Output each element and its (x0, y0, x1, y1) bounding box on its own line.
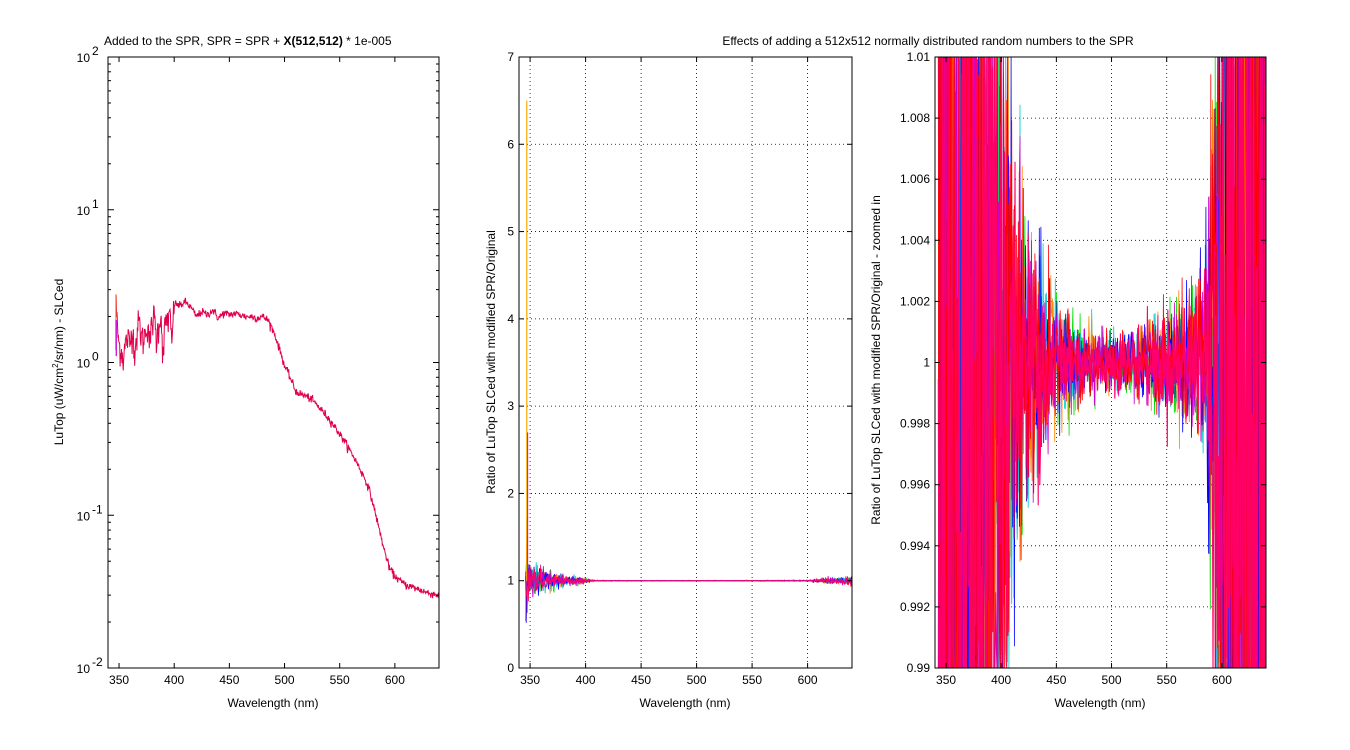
y-tick-label: 0.99 (907, 661, 931, 675)
ratio-series-line (525, 564, 853, 622)
panel-ratio-zoomed: 350 400 450 500 550 600 0.99 0.992 0.994 0.996 0.9… (869, 50, 1267, 710)
y-tick-label: 4 (507, 312, 514, 326)
y-tick-label: 10 (77, 204, 91, 218)
x-tick-label: 450 (1046, 673, 1066, 687)
x-tick-label: 500 (275, 673, 295, 687)
y-tick-base: 10 (77, 204, 91, 218)
x-tick-label: 450 (219, 673, 239, 687)
y-tick-exponent: 1 (92, 197, 99, 211)
y-tick-label: 10 (77, 662, 91, 676)
left-title-pre: Added to the SPR, SPR = SPR + (104, 34, 283, 48)
panel-ratio-xlabel: Wavelength (nm) (640, 696, 731, 710)
x-tick-label: 550 (330, 673, 350, 687)
x-tick-label: 350 (936, 673, 956, 687)
y-tick-label: 1.002 (900, 294, 930, 308)
panel-spectrum-series (115, 294, 439, 599)
y-tick-base: 10 (77, 509, 91, 523)
panel-spectrum-ylabel-sup: 2 (51, 363, 60, 368)
panel-ratio-ylabel: Ratio of LuTop SLCed with modified SPR/O… (484, 230, 498, 493)
y-tick-label: 10 (77, 509, 91, 523)
y-tick-label: 0.998 (900, 417, 930, 431)
y-tick-label: 1.006 (900, 172, 930, 186)
y-tick-exponent: -1 (92, 502, 103, 516)
y-tick-label: 1.004 (900, 233, 930, 247)
x-tick-label: 350 (520, 673, 540, 687)
x-tick-label: 550 (1157, 673, 1177, 687)
left-title-bold: X(512,512) (283, 34, 342, 48)
left-title: Added to the SPR, SPR = SPR + X(512,512)… (104, 34, 392, 48)
x-tick-label: 500 (1102, 673, 1122, 687)
y-tick-label: 7 (507, 50, 514, 64)
x-tick-label: 450 (631, 673, 651, 687)
x-tick-label: 400 (576, 673, 596, 687)
y-tick-label: 10 (77, 357, 91, 371)
y-tick-label: 1.01 (907, 50, 931, 64)
x-tick-label: 600 (385, 673, 405, 687)
panel-ratio-series (525, 100, 853, 623)
y-tick-base: 10 (77, 51, 91, 65)
x-tick-label: 550 (742, 673, 762, 687)
zoomed-ratio-series-line (937, 56, 1266, 669)
panel-ratio-zoomed-ylabel: Ratio of LuTop SLCed with modified SPR/O… (869, 195, 883, 525)
y-tick-label: 0.992 (900, 600, 930, 614)
x-tick-label: 350 (109, 673, 129, 687)
x-tick-label: 600 (1212, 673, 1232, 687)
panel-ratio-grid (519, 56, 852, 669)
panel-spectrum-xlabel: Wavelength (nm) (228, 696, 319, 710)
panel-ratio-frame (518, 56, 853, 669)
y-tick-label: 0.996 (900, 478, 930, 492)
y-tick-exponent: -2 (92, 655, 103, 669)
y-tick-label: 5 (507, 225, 514, 239)
panel-ratio: 350 400 450 500 550 600 0 1 2 3 4 5 6 7 Wavelength (n… (484, 50, 853, 710)
panel-ratio-zoomed-ticks: 350 400 450 500 550 600 0.99 0.992 0.994 0.996 0.9… (900, 50, 1266, 687)
y-tick-label: 0 (507, 661, 514, 675)
y-tick-label: 10 (77, 51, 91, 65)
y-tick-label: 1 (923, 356, 930, 370)
panel-spectrum-ylabel-pre: LuTop (uW/cm (52, 368, 66, 445)
y-tick-label: 0.994 (900, 539, 930, 553)
y-tick-exponent: 0 (92, 350, 99, 364)
right-title: Effects of adding a 512x512 normally dis… (722, 34, 1134, 48)
y-tick-base: 10 (77, 662, 91, 676)
panel-spectrum-ylabel-post: /sr/nm) - SLCed (52, 279, 66, 364)
spectrum-series-line (115, 294, 439, 599)
x-tick-label: 400 (991, 673, 1011, 687)
y-tick-base: 10 (77, 357, 91, 371)
panel-ratio-ticks: 350 400 450 500 550 600 0 1 2 3 4 5 6 7 (507, 50, 852, 687)
y-tick-label: 2 (507, 486, 514, 500)
ratio-series-line (525, 564, 853, 614)
y-tick-exponent: 2 (92, 44, 99, 58)
left-title-post: * 1e-005 (343, 34, 392, 48)
y-tick-label: 3 (507, 399, 514, 413)
y-tick-label: 1.008 (900, 111, 930, 125)
x-tick-label: 400 (164, 673, 184, 687)
x-tick-label: 500 (687, 673, 707, 687)
x-tick-label: 600 (798, 673, 818, 687)
panel-spectrum-frame (107, 56, 440, 669)
panel-spectrum-ylabel: LuTop (uW/cm2/sr/nm) - SLCed (51, 279, 66, 446)
y-tick-label: 6 (507, 137, 514, 151)
panel-ratio-zoomed-series (937, 56, 1267, 669)
panel-ratio-zoomed-xlabel: Wavelength (nm) (1055, 696, 1146, 710)
y-tick-label: 1 (507, 574, 514, 588)
